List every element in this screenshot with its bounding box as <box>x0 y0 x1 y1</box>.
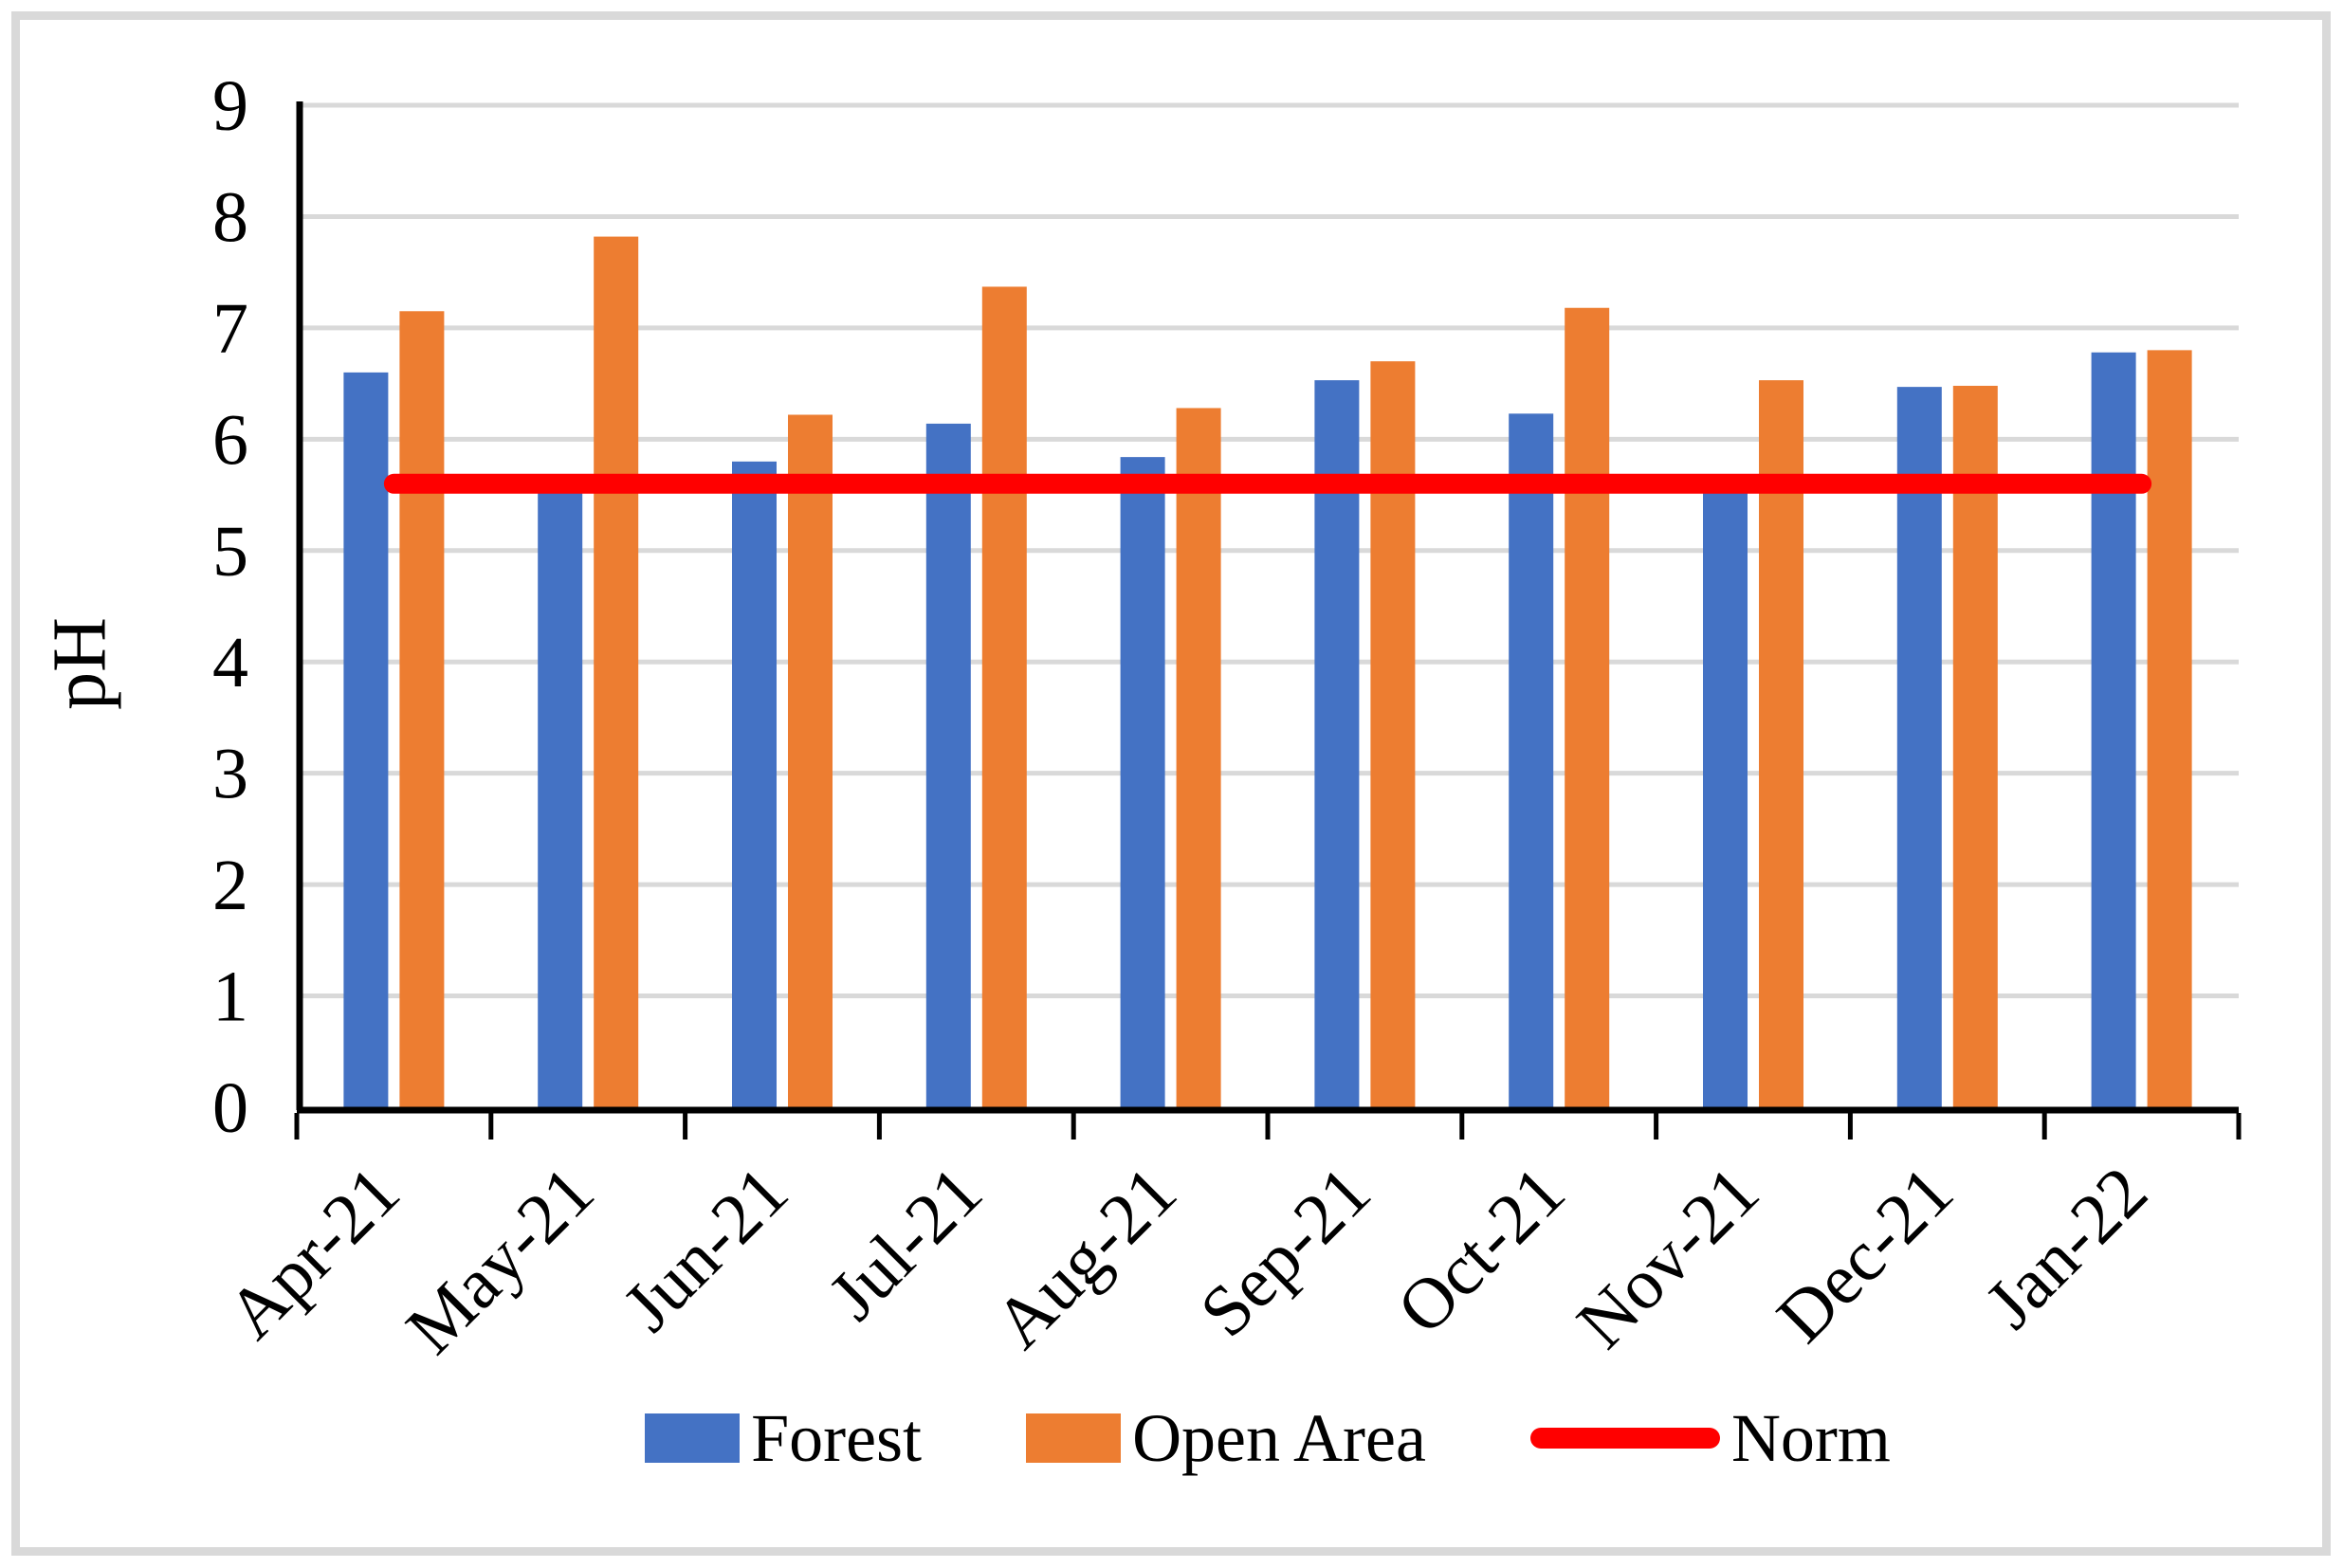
forest-swatch-icon <box>645 1413 741 1463</box>
x-label-aug-21: Aug-21 <box>979 1152 1192 1364</box>
x-label-apr-21: Apr-21 <box>212 1152 415 1355</box>
bar-forest-jul-21 <box>925 423 971 1107</box>
y-tick-label-0: 0 <box>212 1068 248 1148</box>
bar-forest-apr-21 <box>343 372 389 1107</box>
x-label-jun-21: Jun-21 <box>608 1152 803 1347</box>
bar-open-area-aug-21 <box>1176 408 1221 1108</box>
legend-item-norm: Norm <box>1529 1400 1891 1476</box>
bar-open-area-apr-21 <box>399 311 445 1107</box>
bar-forest-aug-21 <box>1120 457 1165 1107</box>
y-tick-label-6: 6 <box>212 400 248 480</box>
x-label-sep-21: Sep-21 <box>1185 1152 1386 1353</box>
norm-line-key-icon <box>1529 1428 1720 1449</box>
legend-label-forest: Forest <box>751 1400 923 1476</box>
bar-forest-may-21 <box>538 489 583 1107</box>
y-tick-label-2: 2 <box>212 846 248 925</box>
y-tick-label-9: 9 <box>212 66 248 146</box>
x-label-jan-22: Jan-22 <box>1970 1152 2163 1344</box>
y-tick-label-7: 7 <box>212 289 248 369</box>
open-area-swatch-icon <box>1026 1413 1122 1463</box>
y-tick-label-4: 4 <box>212 623 248 702</box>
bar-forest-sep-21 <box>1314 380 1360 1107</box>
y-tick-label-3: 3 <box>212 735 248 814</box>
bar-forest-oct-21 <box>1509 413 1554 1107</box>
bar-open-area-may-21 <box>594 236 639 1107</box>
x-label-jul-21: Jul-21 <box>814 1152 998 1336</box>
bar-open-area-jan-22 <box>2147 350 2192 1107</box>
y-tick-label-1: 1 <box>212 957 248 1037</box>
legend-label-norm: Norm <box>1730 1400 1891 1476</box>
bar-forest-jun-21 <box>732 461 777 1107</box>
x-label-dec-21: Dec-21 <box>1762 1152 1968 1358</box>
bar-open-area-dec-21 <box>1952 385 1998 1108</box>
bar-open-area-oct-21 <box>1565 307 1610 1107</box>
x-label-oct-21: Oct-21 <box>1382 1152 1581 1350</box>
bar-forest-jan-22 <box>2091 352 2136 1107</box>
legend-item-forest: Forest <box>645 1404 922 1472</box>
bar-forest-nov-21 <box>1703 489 1748 1107</box>
legend: Forest Open Area Norm <box>297 1386 2239 1490</box>
bar-open-area-nov-21 <box>1759 380 1803 1107</box>
y-tick-label-8: 8 <box>212 177 248 257</box>
y-axis-title: pH <box>38 617 122 710</box>
bar-open-area-jul-21 <box>981 286 1027 1107</box>
x-label-may-21: May-21 <box>392 1152 610 1370</box>
bar-open-area-jun-21 <box>788 414 833 1107</box>
legend-label-open-area: Open Area <box>1132 1400 1426 1476</box>
y-tick-label-5: 5 <box>212 512 248 592</box>
x-label-nov-21: Nov-21 <box>1562 1152 1774 1364</box>
legend-item-open-area: Open Area <box>1026 1404 1426 1472</box>
bar-forest-dec-21 <box>1896 387 1942 1108</box>
bar-open-area-sep-21 <box>1370 361 1416 1108</box>
